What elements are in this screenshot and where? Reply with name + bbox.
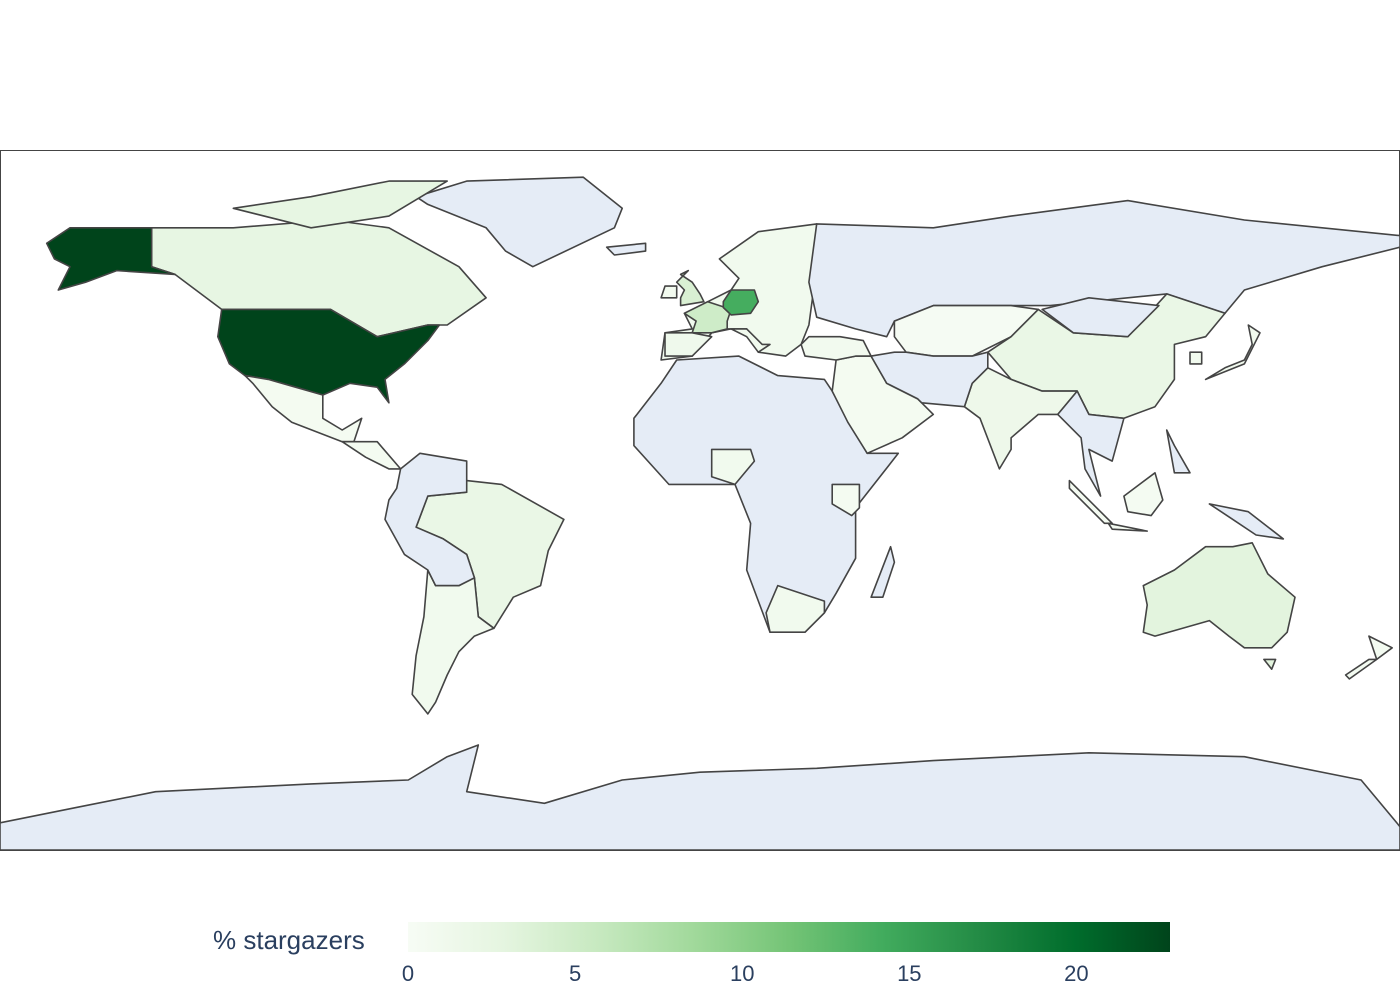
colorbar-tick-label: 0 (402, 961, 414, 986)
country-new-zealand[interactable] (1368, 635, 1393, 661)
country-antarctica[interactable] (0, 744, 1400, 851)
country-mexico[interactable] (244, 374, 363, 443)
country-greenland[interactable] (415, 176, 623, 268)
country-philippines[interactable] (1165, 429, 1191, 474)
country-indonesia[interactable] (1107, 522, 1148, 532)
country-indonesia[interactable] (1123, 472, 1164, 517)
colorbar: % stargazers 0 5 10 15 20 (213, 922, 1170, 986)
country-turkey[interactable] (800, 335, 872, 361)
colorbar-tick-label: 15 (897, 961, 921, 986)
country-spain[interactable] (664, 332, 713, 357)
country-southeast-asia[interactable] (1057, 390, 1125, 497)
colorbar-tick-label: 20 (1064, 961, 1088, 986)
colorbar-tick-label: 10 (730, 961, 754, 986)
colorbar-tick-label: 5 (569, 961, 581, 986)
country-australia[interactable] (1263, 658, 1277, 670)
country-ireland[interactable] (660, 285, 678, 299)
country-new-zealand[interactable] (1344, 658, 1378, 680)
country-africa-other-[interactable] (633, 355, 900, 633)
country-iceland[interactable] (605, 242, 647, 256)
country-kenya[interactable] (831, 483, 861, 517)
country-kazakhstan[interactable] (893, 304, 1040, 357)
country-mongolia[interactable] (1041, 297, 1160, 338)
country-iran-region[interactable] (870, 351, 989, 408)
country-indonesia[interactable] (1068, 479, 1113, 525)
country-africa-other-[interactable] (870, 545, 896, 598)
colorbar-gradient (408, 922, 1170, 952)
country-united-kingdom[interactable] (675, 269, 705, 307)
country-united-states[interactable] (45, 227, 176, 291)
country-canada[interactable] (232, 180, 448, 229)
country-germany[interactable] (722, 289, 760, 316)
country-nigeria[interactable] (710, 448, 756, 486)
country-italy[interactable] (726, 328, 771, 353)
country-australia[interactable] (1142, 542, 1296, 649)
country-south-africa[interactable] (765, 584, 826, 633)
country-south-america-other-[interactable] (384, 452, 476, 587)
country-korea[interactable] (1189, 351, 1203, 365)
colorbar-title: % stargazers (213, 925, 365, 955)
country-papua[interactable] (1208, 503, 1285, 540)
countries-layer (0, 176, 1400, 851)
country-japan[interactable] (1204, 324, 1261, 381)
country-united-states[interactable] (217, 308, 441, 404)
